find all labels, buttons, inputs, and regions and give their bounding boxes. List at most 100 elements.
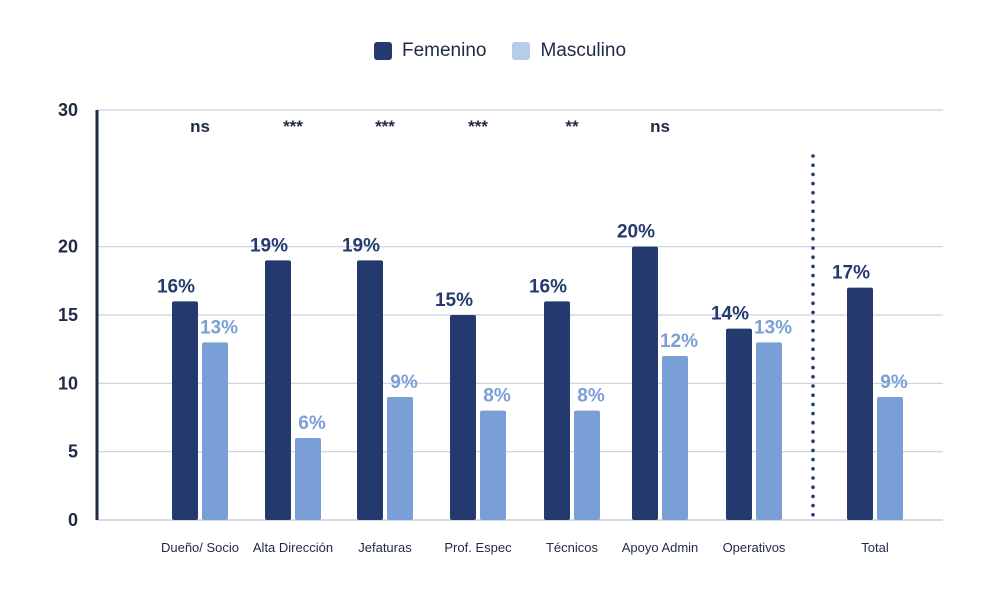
y-tick-label: 10 (58, 373, 78, 393)
legend-swatch-femenino (373, 42, 392, 60)
data-label-masculino: 13% (754, 317, 792, 338)
significance-label: *** (468, 117, 488, 136)
separator-dot (811, 503, 815, 508)
separator-dot (811, 292, 815, 296)
data-label-masculino: 9% (880, 372, 908, 393)
legend: Femenino Masculino (0, 40, 1000, 62)
bar-masculino (662, 356, 688, 520)
separator-dot (811, 172, 815, 177)
separator-dot (811, 393, 815, 398)
separator-dot (811, 209, 815, 213)
data-label-masculino: 6% (298, 413, 326, 434)
data-label-masculino: 8% (577, 386, 605, 407)
legend-label-masculino: Masculino (540, 40, 627, 61)
separator-dot (811, 338, 815, 342)
y-tick-label: 5 (68, 442, 78, 462)
separator-dot (811, 329, 815, 333)
y-tick-label: 20 (58, 237, 78, 257)
significance-label: ns (190, 117, 210, 136)
data-label-masculino: 13% (200, 317, 238, 338)
data-label-femenino: 20% (617, 222, 655, 243)
bar-masculino (295, 438, 321, 520)
separator-dot (811, 301, 815, 306)
separator-dot (811, 191, 815, 195)
x-category-label: Apoyo Admin (622, 540, 699, 555)
separator-dot (811, 181, 815, 186)
significance-label: ns (650, 117, 670, 136)
y-tick-label: 30 (58, 100, 78, 120)
separator-dot (811, 310, 815, 315)
data-label-femenino: 15% (435, 290, 473, 311)
legend-item-masculino: Masculino (512, 40, 626, 62)
separator-dot (811, 154, 815, 158)
significance-label: *** (283, 117, 303, 136)
separator-dot (811, 246, 815, 250)
separator-dot (811, 476, 815, 480)
data-label-masculino: 9% (390, 372, 418, 393)
separator-dot (811, 227, 815, 232)
separator-dot (811, 439, 815, 444)
bar-femenino (544, 301, 570, 520)
separator-dot (811, 375, 815, 379)
separator-dot (811, 264, 815, 269)
significance-label: *** (375, 117, 395, 136)
separator-dot (811, 430, 815, 434)
bar-masculino (202, 342, 228, 520)
bar-femenino (450, 315, 476, 520)
x-category-label: Prof. Espec (444, 540, 512, 555)
data-label-masculino: 8% (483, 386, 511, 407)
separator-dot (811, 273, 815, 278)
separator-dot (811, 421, 815, 425)
separator-dot (811, 457, 815, 462)
separator-dot (811, 283, 815, 287)
separator-dot (811, 485, 815, 490)
legend-swatch-masculino (512, 42, 531, 60)
separator-dot (811, 218, 815, 223)
data-label-masculino: 12% (660, 331, 698, 352)
separator-dot (811, 467, 815, 471)
separator-dot (811, 163, 815, 167)
bar-masculino (480, 410, 506, 520)
x-category-label: Total (861, 540, 889, 555)
separator-dot (811, 319, 815, 324)
bar-femenino (357, 260, 383, 520)
separator-dot (811, 402, 815, 407)
separator-dot (811, 448, 815, 453)
separator-dot (811, 365, 815, 370)
bar-masculino (756, 342, 782, 520)
data-label-femenino: 17% (832, 263, 870, 284)
data-label-femenino: 16% (529, 276, 567, 297)
bar-femenino (632, 246, 658, 520)
x-category-label: Técnicos (546, 540, 599, 555)
bar-femenino (847, 287, 873, 520)
separator-dot (811, 255, 815, 259)
separator-dot (811, 411, 815, 416)
data-label-femenino: 19% (250, 235, 288, 256)
x-category-label: Jefaturas (358, 540, 412, 555)
separator-dot (811, 200, 815, 204)
legend-label-femenino: Femenino (401, 40, 487, 61)
x-category-label: Alta Dirección (253, 540, 333, 555)
bar-femenino (172, 301, 198, 520)
legend-item-femenino: Femenino (373, 40, 487, 62)
data-label-femenino: 14% (711, 304, 749, 325)
separator-dot (811, 494, 815, 499)
significance-label: ** (565, 117, 579, 136)
data-label-femenino: 19% (342, 235, 380, 256)
bar-masculino (574, 410, 600, 520)
bar-masculino (387, 397, 413, 520)
separator-dot (811, 237, 815, 241)
separator-dot (811, 384, 815, 388)
y-tick-label: 0 (68, 510, 78, 530)
bar-femenino (726, 328, 752, 520)
separator-dot (811, 356, 815, 361)
separator-dot (811, 513, 815, 517)
x-category-label: Dueño/ Socio (161, 540, 239, 555)
bar-masculino (877, 397, 903, 520)
bar-femenino (265, 260, 291, 520)
y-tick-label: 15 (58, 305, 78, 325)
data-label-femenino: 16% (157, 276, 195, 297)
x-category-label: Operativos (723, 540, 786, 555)
separator-dot (811, 347, 815, 352)
